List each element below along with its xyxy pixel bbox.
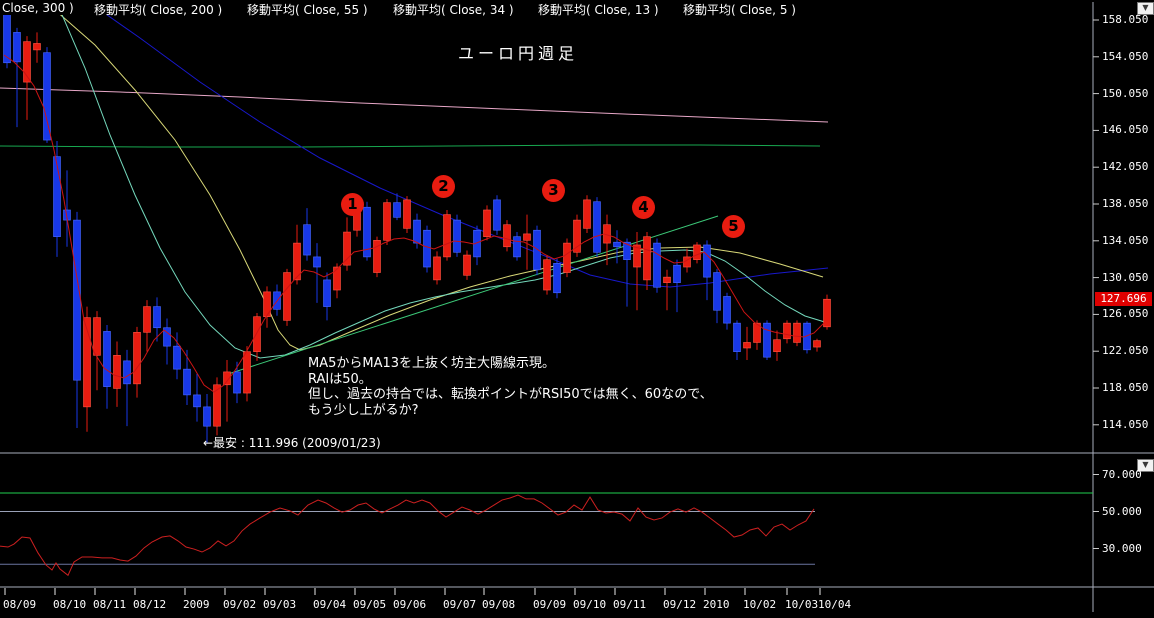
x-axis-date-label: 09/07 bbox=[443, 598, 477, 611]
x-axis-date-label: 09/10 bbox=[573, 598, 607, 611]
x-axis-date-label: 09/12 bbox=[663, 598, 697, 611]
chart-title: ユーロ円週足 bbox=[458, 44, 579, 63]
x-axis-date-label: 09/09 bbox=[533, 598, 567, 611]
analysis-note-line: RAIは50。 bbox=[308, 371, 372, 387]
price-axis-label: 114.050 bbox=[1102, 417, 1149, 431]
price-axis-label: 126.050 bbox=[1102, 307, 1149, 321]
current-price-tag: 127.696 bbox=[1095, 292, 1152, 306]
rsi-axis-label: 70.000 bbox=[1102, 467, 1142, 481]
analysis-note-line: もう少し上がるか? bbox=[308, 402, 419, 418]
rsi-axis-label: 30.000 bbox=[1102, 541, 1142, 555]
price-axis-label: 150.050 bbox=[1102, 86, 1149, 100]
x-axis-date-label: 08/12 bbox=[133, 598, 167, 611]
analysis-note: MA5からMA13を上抜く坊主大陽線示現。 RAIは50。 但し、過去の持合では… bbox=[308, 356, 713, 418]
numbered-marker-5: 5 bbox=[722, 215, 745, 238]
indicator-label-ma13: 移動平均( Close, 13 ) bbox=[538, 3, 659, 17]
price-axis-label: 138.050 bbox=[1102, 197, 1149, 210]
chevron-down-icon: ▼ bbox=[1142, 3, 1149, 12]
analysis-note-line: MA5からMA13を上抜く坊主大陽線示現。 bbox=[308, 356, 556, 371]
analysis-note-line: 但し、過去の持合では、転換ポイントがRSI50では無く、60なので、 bbox=[308, 387, 713, 402]
x-axis-date-label: 10/04 bbox=[818, 598, 852, 611]
x-axis-date-label: 08/09 bbox=[3, 598, 37, 611]
x-axis-date-label: 09/11 bbox=[613, 598, 647, 611]
chevron-down-icon: ▼ bbox=[1142, 460, 1149, 469]
price-axis-label: 158.050 bbox=[1102, 13, 1149, 26]
x-axis-date-label: 09/08 bbox=[482, 598, 516, 611]
numbered-marker-4: 4 bbox=[632, 196, 655, 219]
numbered-marker-3: 3 bbox=[542, 179, 565, 202]
indicator-label-ma200: 移動平均( Close, 200 ) bbox=[94, 3, 223, 17]
price-axis-label: 134.050 bbox=[1102, 233, 1149, 247]
price-axis-label: 118.050 bbox=[1102, 381, 1149, 394]
indicator-label-ma34: 移動平均( Close, 34 ) bbox=[393, 3, 514, 17]
price-axis-label: 122.050 bbox=[1102, 344, 1149, 358]
x-axis-date-label: 09/03 bbox=[263, 598, 297, 611]
indicator-label-close300: Close, 300 ) bbox=[2, 1, 74, 15]
x-axis-date-label: 2010 bbox=[703, 598, 730, 611]
x-axis-date-label: 10/03 bbox=[785, 598, 819, 611]
x-axis-date-label: 08/10 bbox=[53, 598, 87, 611]
x-axis-date-label: 09/04 bbox=[313, 598, 347, 611]
indicator-label-ma55: 移動平均( Close, 55 ) bbox=[247, 3, 368, 17]
price-axis-label: 154.050 bbox=[1102, 49, 1149, 63]
price-axis-label: 146.050 bbox=[1102, 123, 1149, 137]
x-axis-date-label: 10/02 bbox=[743, 598, 777, 611]
numbered-marker-1: 1 bbox=[341, 193, 364, 216]
lowest-price-annotation: ←最安 : 111.996 (2009/01/23) bbox=[203, 436, 381, 450]
x-axis-date-label: 09/02 bbox=[223, 598, 257, 611]
rsi-axis-label: 50.000 bbox=[1102, 504, 1142, 518]
indicator-label-ma5: 移動平均( Close, 5 ) bbox=[683, 3, 796, 17]
numbered-marker-2: 2 bbox=[432, 175, 455, 198]
price-axis-label: 130.050 bbox=[1102, 270, 1149, 284]
price-axis-label: 142.050 bbox=[1102, 160, 1149, 174]
x-axis-date-label: 2009 bbox=[183, 598, 210, 611]
x-axis-date-label: 08/11 bbox=[93, 598, 127, 611]
x-axis-date-label: 09/05 bbox=[353, 598, 387, 611]
x-axis-date-label: 09/06 bbox=[393, 598, 427, 611]
